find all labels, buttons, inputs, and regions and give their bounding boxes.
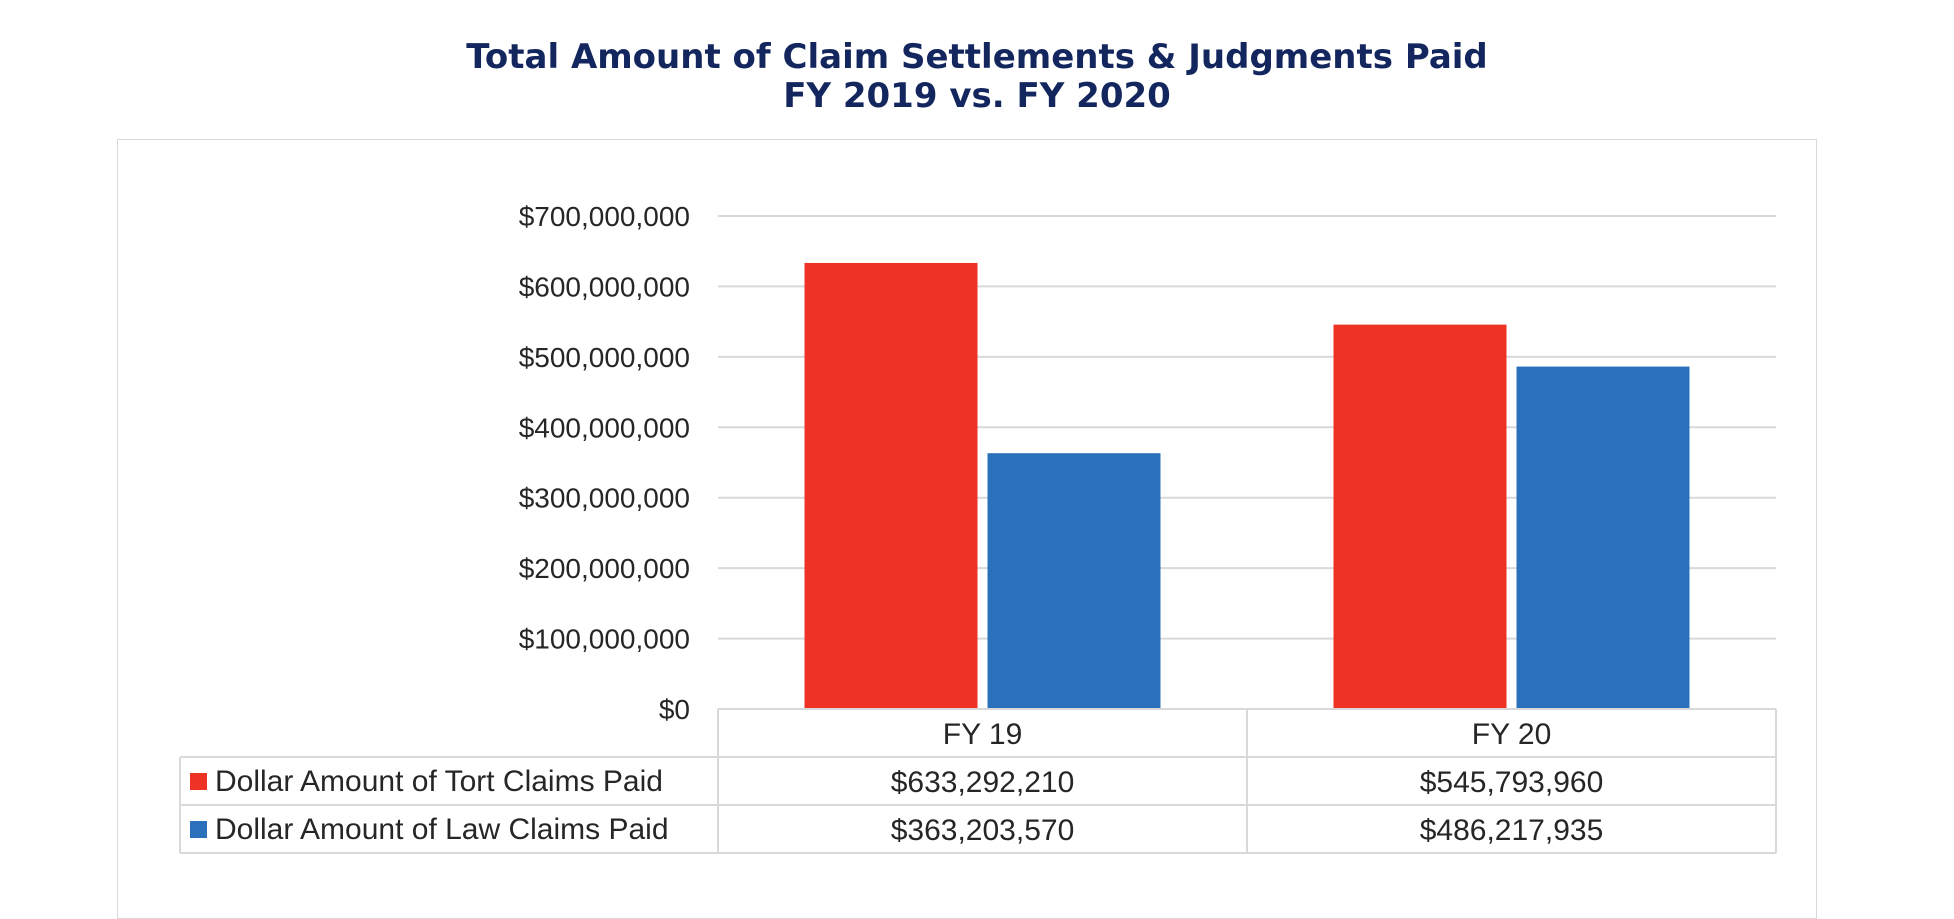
bar-chart: $0 $100,000,000 $200,000,000 $300,000,000 $4… [179,201,1777,854]
bar [1516,366,1690,709]
bars [804,262,1690,709]
x-tick-label: FY 20 [1472,718,1552,751]
y-tick-label: $600,000,000 [519,271,690,302]
legend-swatch [190,773,207,790]
chart-subtitle: FY 2019 vs. FY 2020 [783,76,1171,116]
data-label: $486,217,935 [1420,814,1604,847]
data-table: FY 19 FY 20 Dollar Amount of Tort Claims P… [179,708,1777,854]
bar [987,453,1161,709]
legend-label: Dollar Amount of Tort Claims Paid [215,765,663,798]
bar [804,262,978,709]
data-label: $363,203,570 [891,814,1075,847]
data-label: $633,292,210 [891,766,1075,799]
legend-swatch [190,821,207,838]
chart-title: Total Amount of Claim Settlements & Judg… [466,37,1488,77]
bar [1333,324,1507,709]
y-tick-label: $400,000,000 [519,412,690,443]
y-tick-label: $300,000,000 [519,483,690,514]
y-tick-label: $200,000,000 [519,553,690,584]
legend-label: Dollar Amount of Law Claims Paid [215,813,669,846]
data-label: $545,793,960 [1420,766,1604,799]
y-tick-label: $0 [659,694,690,725]
x-tick-label: FY 19 [943,718,1023,751]
y-tick-label: $700,000,000 [519,201,690,232]
chart-title-block: Total Amount of Claim Settlements & Judg… [0,38,1954,116]
y-tick-label: $500,000,000 [519,342,690,373]
y-axis-tick-labels: $0 $100,000,000 $200,000,000 $300,000,000 $4… [519,201,690,725]
y-tick-label: $100,000,000 [519,624,690,655]
